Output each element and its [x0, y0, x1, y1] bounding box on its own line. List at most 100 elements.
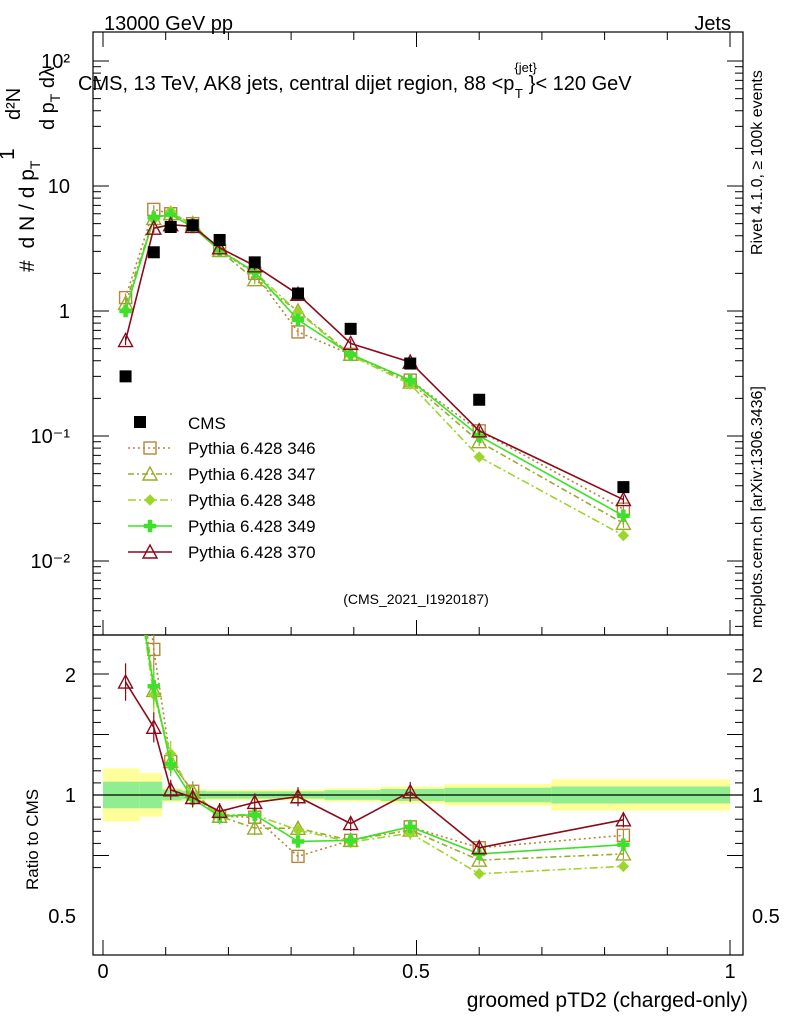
data-point-cms	[617, 481, 630, 494]
data-point-triangle	[615, 845, 632, 861]
x-axis-label: groomed pTD2 (charged-only)	[467, 989, 748, 1012]
data-point-triangle	[246, 819, 263, 835]
data-point-triangle	[141, 465, 159, 481]
data-point-triangle	[145, 718, 162, 735]
y-tick-label-0.01: 10⁻²	[31, 551, 71, 573]
data-point-triangle	[615, 491, 632, 507]
data-point-triangle	[289, 788, 307, 804]
data-point-triangle	[145, 219, 162, 235]
data-point-triangle	[117, 332, 134, 348]
energy-label: 13000 GeV pp	[104, 13, 233, 35]
y-label-t1: T	[27, 160, 43, 169]
legend-label: Pythia 6.428 370	[188, 543, 316, 562]
y-label-denom: d pT dλ	[37, 67, 63, 130]
data-point-cms	[119, 370, 132, 383]
data-point-square	[291, 849, 305, 864]
ratio-tick-05-right: 0.5	[752, 906, 780, 928]
data-point-triangle	[246, 271, 263, 287]
x-tick-label-0: 0	[97, 961, 108, 983]
ratio-tick-2-right: 2	[752, 665, 763, 687]
data-point-cross	[617, 838, 630, 851]
data-point-cross	[164, 757, 177, 771]
ratio-line-p346	[151, 635, 624, 858]
data-point-diamond	[473, 451, 485, 463]
data-point-cross	[164, 208, 177, 221]
data-point-cross	[344, 834, 357, 847]
data-point-triangle	[471, 433, 488, 449]
data-point-cross	[403, 373, 417, 387]
data-point-cross	[143, 519, 157, 533]
data-point-triangle	[184, 789, 201, 805]
data-point-cms	[473, 393, 486, 406]
data-point-cms	[147, 246, 160, 259]
series-line-p370	[124, 223, 624, 501]
data-point-square	[143, 441, 157, 455]
data-point-diamond	[121, 500, 131, 510]
legend-item-p346: Pythia 6.428 346	[128, 439, 316, 458]
x-tick-label-0.5: 0.5	[402, 961, 430, 983]
x-tick-label-1: 1	[724, 961, 735, 983]
legend-item-p370: Pythia 6.428 370	[128, 543, 316, 562]
data-point-triangle	[119, 445, 133, 458]
y-tick-label-10: 10	[48, 176, 70, 198]
data-point-cms	[291, 287, 304, 300]
ratio-line-p370	[124, 681, 624, 849]
data-point-triangle	[615, 811, 632, 827]
data-point-cms	[164, 220, 177, 233]
data-point-square	[291, 325, 305, 339]
data-point-diamond	[292, 824, 304, 836]
y-label-numer: d²N	[3, 88, 25, 120]
legend-item-p348: Pythia 6.428 348	[128, 491, 316, 510]
ratio-tick-2-left: 2	[65, 665, 76, 687]
data-point-triangle	[117, 673, 134, 689]
data-point-triangle	[211, 802, 228, 819]
y-tick-label-1: 1	[59, 301, 70, 323]
ratio-tick-1-right: 1	[752, 785, 763, 807]
legend-item-p347: Pythia 6.428 347	[128, 465, 316, 484]
data-point-cms	[248, 256, 261, 269]
data-point-cross	[617, 509, 630, 523]
data-point-square	[120, 394, 132, 406]
data-point-triangle	[342, 334, 359, 351]
y-label-dn: d N / d p	[16, 169, 39, 248]
ratio-series	[117, 394, 632, 880]
main-series	[117, 202, 632, 542]
plot-title: CMS, 13 TeV, AK8 jets, central dijet reg…	[78, 60, 632, 101]
legend-label: Pythia 6.428 348	[188, 491, 316, 510]
y-tick-label-100: 10²	[41, 51, 70, 73]
data-point-triangle	[471, 851, 488, 867]
ratio-tick-05-left: 0.5	[48, 906, 76, 928]
series-line-p348	[124, 210, 624, 537]
legend-label: Pythia 6.428 347	[188, 465, 316, 484]
process-label: Jets	[694, 13, 731, 35]
data-point-cross	[403, 820, 417, 834]
data-point-triangle	[402, 783, 419, 799]
legend-item-cms: CMS	[134, 414, 226, 433]
data-point-triangle	[246, 793, 263, 810]
data-point-triangle	[342, 815, 359, 831]
legend-label-cms: CMS	[188, 414, 226, 433]
y-axis-label-ratio: Ratio to CMS	[23, 789, 42, 890]
legend-label: Pythia 6.428 349	[188, 517, 316, 536]
data-point-diamond	[473, 868, 485, 880]
data-point-cross	[291, 835, 305, 848]
data-point-cms	[186, 219, 199, 232]
data-point-diamond	[617, 860, 630, 873]
data-point-cross	[147, 211, 161, 224]
data-point-cross	[291, 313, 305, 327]
data-point-diamond	[144, 494, 156, 506]
data-point-cms	[134, 416, 146, 428]
legend: CMS Pythia 6.428 346 Pythia 6.428 347 Pythi…	[128, 414, 316, 562]
data-point-cms	[404, 357, 417, 370]
axes-ticks	[93, 32, 743, 955]
data-point-triangle	[471, 422, 488, 438]
data-point-cms	[344, 322, 357, 335]
data-point-cross	[472, 429, 486, 443]
analysis-id: (CMS_2021_I1920187)	[343, 591, 489, 607]
data-point-triangle	[162, 781, 179, 797]
data-point-triangle	[615, 514, 632, 531]
y-label-one: 1	[0, 148, 19, 160]
data-point-diamond	[617, 529, 630, 542]
ratio-tick-1-left: 1	[65, 785, 76, 807]
